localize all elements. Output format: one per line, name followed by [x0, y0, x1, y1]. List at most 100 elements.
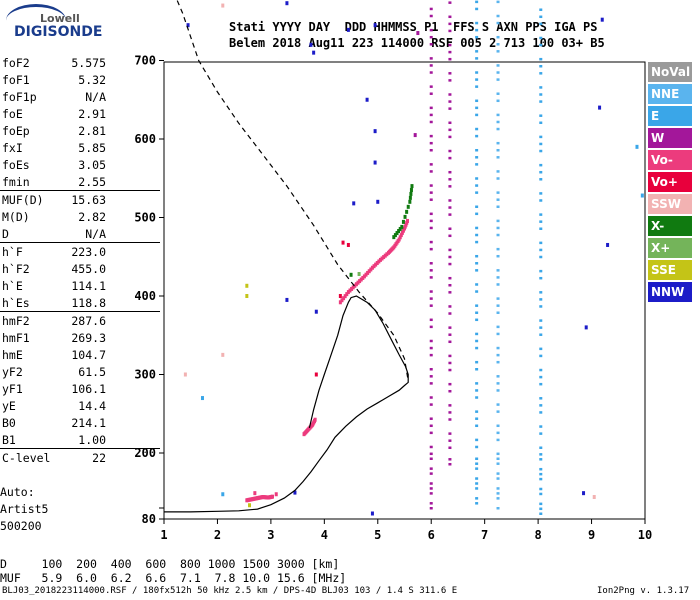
echo-point — [429, 325, 433, 329]
echo-point — [448, 213, 452, 216]
echo-point — [496, 198, 500, 201]
trace-point — [393, 233, 397, 238]
echo-point — [496, 346, 500, 350]
echo-point — [496, 120, 500, 124]
echo-point — [475, 99, 479, 103]
x-tick-label: 4 — [321, 528, 328, 542]
echo-point — [496, 297, 500, 300]
echo-point — [539, 22, 543, 26]
echo-point — [448, 128, 452, 132]
profile-solid-line — [164, 295, 409, 513]
x-tick-label: 2 — [214, 528, 221, 542]
echo-point — [429, 375, 433, 378]
echo-point — [496, 50, 500, 53]
param-value: 3.05 — [78, 158, 106, 172]
echo-point — [448, 262, 452, 266]
echo-point — [429, 120, 433, 124]
echo-point — [376, 199, 380, 204]
echo-point — [475, 57, 479, 60]
x-tick-label: 6 — [428, 528, 435, 542]
param-name: h`E — [2, 279, 23, 293]
echo-point — [539, 248, 543, 252]
echo-point — [349, 272, 353, 277]
param-value: 106.1 — [71, 382, 106, 396]
legend-item: X+ — [648, 238, 692, 258]
echo-point — [475, 233, 479, 237]
echo-point — [429, 247, 433, 251]
echo-point — [448, 291, 452, 294]
auto-label: Auto: — [0, 485, 35, 499]
echo-point — [429, 368, 433, 371]
echo-point — [539, 227, 543, 230]
header-row-1: Stati YYYY DAY DDD HHMMSS P1 FFS S AXN P… — [229, 20, 598, 34]
echo-point — [539, 142, 543, 146]
y-tick-label: 700 — [134, 54, 156, 68]
param-row: h`Es 118.8 — [0, 294, 160, 311]
legend-item: E — [648, 106, 692, 126]
profile-dashed-line — [176, 0, 409, 381]
y-tick-label: 500 — [134, 211, 156, 225]
echo-point — [429, 318, 433, 322]
echo-point — [429, 507, 433, 510]
echo-point — [496, 99, 500, 103]
echo-point — [496, 92, 500, 95]
echo-point — [429, 7, 433, 11]
echo-point — [429, 417, 433, 420]
echo-point — [539, 163, 543, 167]
param-value: 269.3 — [71, 331, 106, 345]
param-row: B1 1.00 — [0, 431, 160, 448]
trace-point — [408, 199, 412, 204]
echo-point — [314, 372, 318, 377]
echo-point — [338, 294, 342, 298]
param-name: foEp — [2, 124, 30, 138]
echo-point — [448, 411, 452, 414]
echo-point — [539, 15, 543, 19]
echo-point — [373, 129, 377, 134]
param-value: 114.1 — [71, 279, 106, 293]
x-tick-label: 5 — [374, 528, 381, 542]
param-row: hmE 104.7 — [0, 346, 160, 363]
echo-point — [448, 463, 452, 466]
echo-point — [496, 170, 500, 173]
param-value: 2.81 — [78, 124, 106, 138]
param-name: M(D) — [2, 210, 30, 224]
echo-point — [475, 106, 479, 110]
trace-point — [364, 272, 368, 277]
echo-point — [429, 396, 433, 399]
echo-point — [475, 396, 479, 399]
echo-point — [475, 346, 479, 350]
echo-point — [448, 354, 452, 358]
echo-point — [539, 487, 543, 491]
param-row: h`F2 455.0 — [0, 260, 160, 277]
trace-point — [351, 285, 355, 290]
echo-point — [186, 23, 190, 28]
echo-point — [606, 242, 610, 247]
echo-point — [539, 170, 543, 174]
param-value: N/A — [85, 90, 106, 104]
echo-point — [312, 50, 316, 55]
param-row: C-level 22 — [0, 448, 160, 466]
artist-version: 500200 — [0, 519, 42, 533]
param-name: h`F — [2, 245, 23, 259]
echo-point — [539, 135, 543, 139]
echo-point — [496, 311, 500, 314]
echo-point — [475, 71, 479, 74]
trace-point — [369, 267, 373, 272]
echo-point — [475, 35, 479, 39]
echo-point — [539, 220, 543, 223]
echo-point — [475, 389, 479, 392]
echo-point — [448, 199, 452, 202]
echo-point — [496, 424, 500, 428]
echo-point — [429, 502, 433, 505]
logo-arc — [6, 4, 66, 37]
legend-item: SSE — [648, 260, 692, 280]
legend-item: Vo+ — [648, 172, 692, 192]
echo-point — [429, 492, 433, 495]
trace-point — [408, 195, 412, 200]
echo-point — [429, 92, 433, 95]
echo-point — [539, 458, 543, 461]
header-row-2: Belem 2018 Aug11 223 114000 RSF 005 2 71… — [229, 36, 605, 50]
param-row: foE 2.91 — [0, 105, 160, 122]
trace-point — [359, 277, 363, 282]
echo-point — [496, 21, 500, 25]
